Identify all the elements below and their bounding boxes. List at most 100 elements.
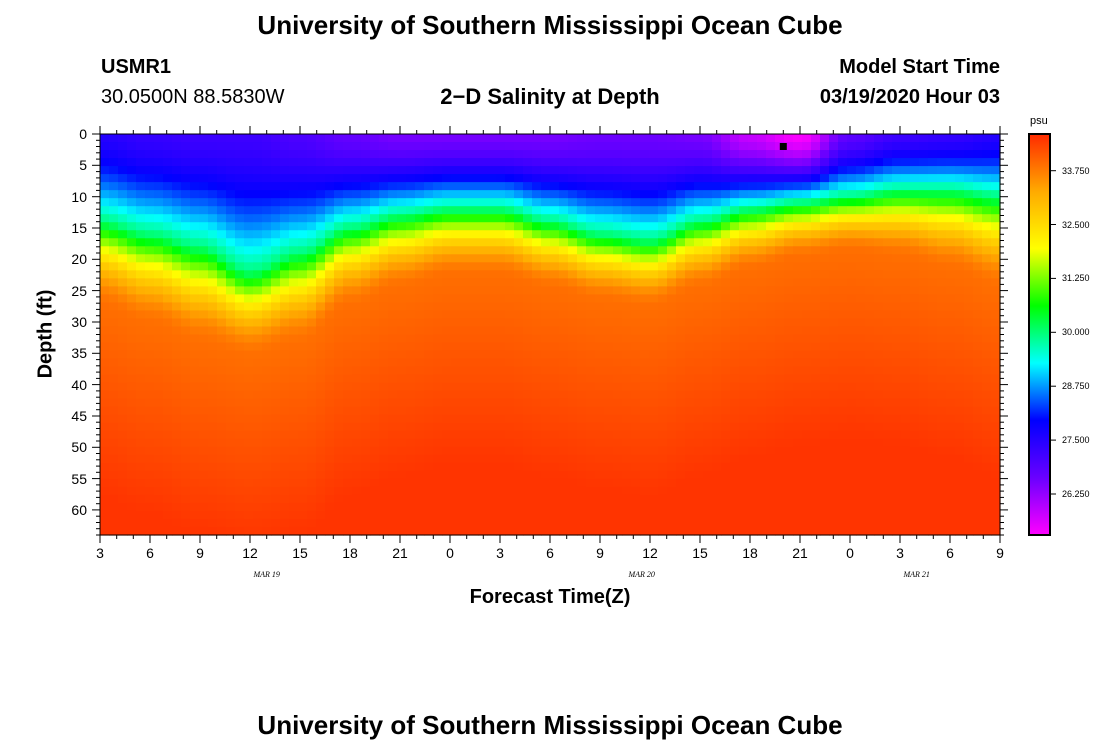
heatmap-cell: [388, 254, 398, 263]
heatmap-cell: [280, 198, 290, 207]
heatmap-cell: [523, 166, 533, 175]
heatmap-cell: [739, 302, 749, 312]
heatmap-cell: [901, 502, 911, 512]
heatmap-cell: [865, 454, 875, 464]
heatmap-cell: [523, 150, 533, 159]
heatmap-cell: [649, 518, 659, 528]
heatmap-cell: [739, 414, 749, 424]
heatmap-cell: [532, 502, 542, 512]
heatmap-cell: [964, 478, 974, 488]
heatmap-cell: [289, 438, 299, 448]
heatmap-cell: [136, 190, 146, 199]
heatmap-cell: [766, 366, 776, 376]
heatmap-cell: [316, 150, 326, 159]
heatmap-cell: [379, 390, 389, 400]
heatmap-cell: [883, 446, 893, 456]
heatmap-cell: [703, 318, 713, 328]
heatmap-cell: [316, 158, 326, 167]
heatmap-cell: [118, 342, 128, 352]
heatmap-cell: [568, 174, 578, 183]
heatmap-cell: [622, 262, 632, 271]
heatmap-cell: [739, 318, 749, 328]
heatmap-cell: [712, 390, 722, 400]
heatmap-cell: [973, 502, 983, 512]
heatmap-cell: [298, 262, 308, 271]
heatmap-cell: [352, 510, 362, 520]
heatmap-cell: [235, 310, 245, 320]
heatmap-cell: [721, 158, 731, 167]
heatmap-cell: [928, 246, 938, 255]
heatmap-cell: [694, 422, 704, 432]
heatmap-cell: [586, 294, 596, 304]
heatmap-cell: [919, 518, 929, 528]
heatmap-cell: [514, 350, 524, 360]
heatmap-cell: [847, 190, 857, 199]
heatmap-cell: [307, 230, 317, 239]
heatmap-cell: [847, 302, 857, 312]
heatmap-cell: [244, 334, 254, 344]
heatmap-cell: [892, 342, 902, 352]
heatmap-cell: [406, 286, 416, 295]
heatmap-cell: [181, 278, 191, 287]
heatmap-cell: [595, 278, 605, 287]
heatmap-cell: [280, 430, 290, 440]
heatmap-cell: [109, 374, 119, 384]
heatmap-cell: [496, 382, 506, 392]
heatmap-cell: [937, 134, 947, 143]
heatmap-cell: [262, 270, 272, 279]
heatmap-cell: [100, 142, 110, 151]
heatmap-cell: [649, 350, 659, 360]
heatmap-cell: [298, 454, 308, 464]
heatmap-cell: [406, 278, 416, 287]
heatmap-cell: [748, 198, 758, 207]
heatmap-cell: [919, 206, 929, 215]
heatmap-cell: [955, 374, 965, 384]
heatmap-cell: [271, 518, 281, 528]
heatmap-cell: [712, 254, 722, 263]
heatmap-cell: [199, 278, 209, 287]
heatmap-cell: [631, 486, 641, 496]
heatmap-cell: [838, 406, 848, 416]
heatmap-cell: [127, 262, 137, 271]
heatmap-cell: [109, 366, 119, 376]
heatmap-cell: [271, 470, 281, 480]
heatmap-cell: [919, 142, 929, 151]
heatmap-cell: [316, 390, 326, 400]
heatmap-cell: [415, 166, 425, 175]
heatmap-cell: [559, 494, 569, 504]
heatmap-cell: [982, 310, 992, 320]
heatmap-cell: [775, 398, 785, 408]
heatmap-cell: [928, 238, 938, 247]
heatmap-cell: [172, 254, 182, 263]
heatmap-cell: [811, 182, 821, 191]
heatmap-cell: [550, 406, 560, 416]
heatmap-cell: [523, 158, 533, 167]
heatmap-cell: [244, 238, 254, 247]
heatmap-cell: [991, 382, 1001, 392]
heatmap-cell: [604, 318, 614, 328]
heatmap-cell: [181, 446, 191, 456]
heatmap-cell: [694, 446, 704, 456]
heatmap-cell: [460, 510, 470, 520]
heatmap-cell: [496, 230, 506, 239]
heatmap-cell: [856, 158, 866, 167]
heatmap-cell: [793, 278, 803, 287]
heatmap-cell: [316, 350, 326, 360]
heatmap-cell: [109, 190, 119, 199]
heatmap-cell: [793, 230, 803, 239]
heatmap-cell: [379, 342, 389, 352]
heatmap-cell: [757, 462, 767, 472]
heatmap-cell: [829, 294, 839, 304]
heatmap-cell: [928, 294, 938, 304]
heatmap-cell: [595, 310, 605, 320]
heatmap-cell: [847, 150, 857, 159]
heatmap-cell: [892, 454, 902, 464]
heatmap-cell: [523, 190, 533, 199]
heatmap-cell: [379, 374, 389, 384]
heatmap-cell: [973, 422, 983, 432]
heatmap-cell: [910, 446, 920, 456]
heatmap-cell: [343, 150, 353, 159]
heatmap-cell: [370, 238, 380, 247]
heatmap-cell: [100, 230, 110, 239]
heatmap-cell: [154, 318, 164, 328]
